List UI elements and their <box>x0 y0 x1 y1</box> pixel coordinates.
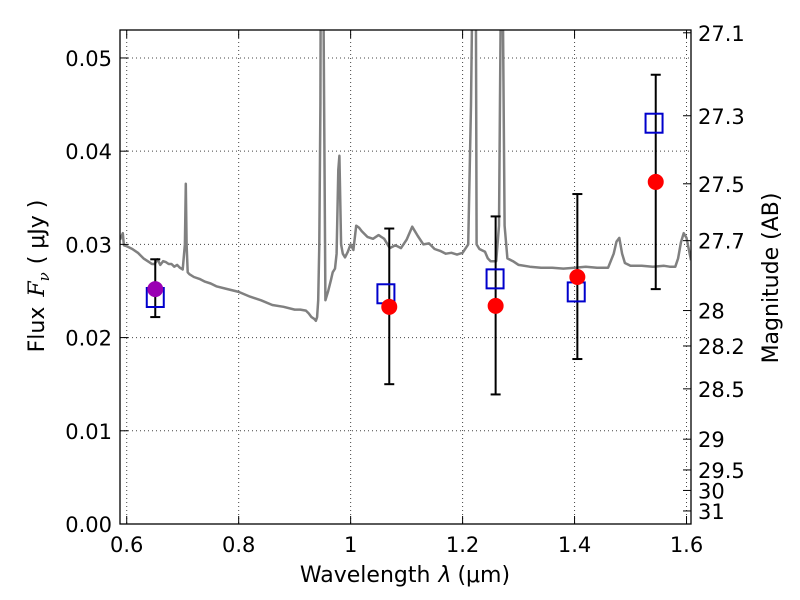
spectrum-layer <box>120 30 691 323</box>
y-tick-label: 0.01 <box>65 420 112 444</box>
y2-tick-label: 28 <box>698 300 725 324</box>
observed-point <box>381 298 398 315</box>
y-tick-label: 0.05 <box>65 47 112 71</box>
y-axis-label-sub: ν <box>35 272 53 281</box>
x-tick-label: 1 <box>344 533 357 557</box>
y2-axis-label: Magnitude (AB) <box>759 193 784 364</box>
y-tick-label: 0.00 <box>65 513 112 537</box>
model-point <box>644 112 664 134</box>
y-axis-label-symbol: F <box>25 281 50 298</box>
y2-tick-label: 29.5 <box>698 459 745 483</box>
y-tick-label: 0.02 <box>65 327 112 351</box>
spectrum-line <box>120 30 691 323</box>
x-tick-label: 0.8 <box>222 533 255 557</box>
observed-point <box>147 281 164 298</box>
x-axis-label-symbol: λ <box>437 563 451 588</box>
x-tick-label: 1.2 <box>446 533 479 557</box>
y-tick-label: 0.03 <box>65 233 112 257</box>
grid-layer <box>120 30 691 525</box>
x-tick-label: 1.6 <box>670 533 703 557</box>
plot-frame <box>119 29 692 525</box>
y-axis-label-unit: ( μJy ) <box>25 200 50 265</box>
x-axis-label-text: Wavelength <box>300 563 431 588</box>
observed-point <box>569 269 586 285</box>
y2-tick-label: 28.5 <box>698 378 745 402</box>
y2-tick-label: 27.3 <box>698 105 745 129</box>
y2-tick-label: 27.5 <box>698 173 745 197</box>
y2-tick-label: 30 <box>698 479 725 503</box>
y2-tick-label: 28.2 <box>698 335 745 359</box>
observed-points-layer <box>147 173 664 315</box>
x-axis-label-unit: (μm) <box>457 563 510 588</box>
y2-tick-label: 27.1 <box>698 22 745 46</box>
y2-tick-label: 31 <box>698 500 725 524</box>
observed-point <box>487 297 504 314</box>
axes-layer <box>119 29 692 525</box>
y-axis-label-text: Flux <box>25 307 50 353</box>
y-tick-label: 0.04 <box>65 140 112 164</box>
x-tick-label: 0.6 <box>110 533 143 557</box>
tick-labels-layer: 0.6 0.8 1 1.2 1.4 1.6 0.00 0.01 0.02 0.03 0.04 0.05… <box>65 22 745 557</box>
observed-point <box>647 173 664 190</box>
errorbar-layer <box>150 73 661 396</box>
y2-tick-label: 27.7 <box>698 230 745 254</box>
x-axis-label: Wavelength λ (μm) <box>300 563 510 588</box>
x-tick-label: 1.4 <box>558 533 591 557</box>
model-point <box>566 281 586 303</box>
model-point <box>485 268 505 290</box>
y-axis-label: Flux Fν ( μJy ) <box>25 200 53 353</box>
y2-tick-label: 29 <box>698 428 725 452</box>
